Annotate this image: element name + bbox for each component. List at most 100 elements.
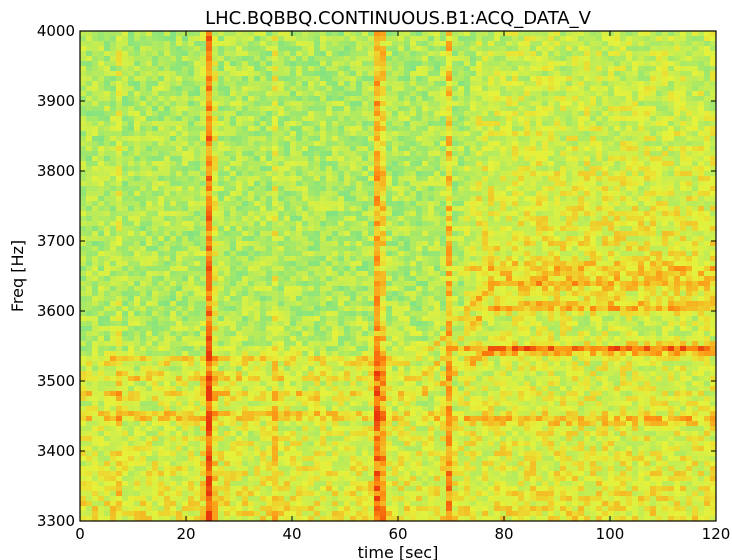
spectrogram-cell [290,206,297,212]
spectrogram-cell [164,406,171,412]
spectrogram-cell [170,316,177,322]
spectrogram-cell [212,216,219,222]
spectrogram-cell [284,516,291,521]
spectrogram-cell [368,516,375,521]
spectrogram-cell [176,466,183,472]
spectrogram-cell [314,101,321,107]
spectrogram-cell [110,91,117,97]
spectrogram-cell [164,431,171,437]
spectrogram-cell [284,51,291,57]
spectrogram-cell [158,261,165,267]
spectrogram-cell [338,356,345,362]
spectrogram-cell [110,256,117,262]
spectrogram-cell [158,511,165,517]
spectrogram-cell [128,266,135,272]
spectrogram-cell [188,456,195,462]
spectrogram-cell [80,176,87,182]
spectrogram-cell [158,341,165,347]
spectrogram-cell [332,416,339,422]
spectrogram-cell [116,186,123,192]
spectrogram-cell [326,426,333,432]
spectrogram-cell [272,416,279,422]
spectrogram-cell [128,381,135,387]
spectrogram-cell [170,146,177,152]
spectrogram-cell [308,61,315,67]
spectrogram-cell [200,481,207,487]
spectrogram-cell [236,436,243,442]
spectrogram-cell [230,96,237,102]
spectrogram-cell [122,226,129,232]
spectrogram-cell [320,31,327,37]
spectrogram-cell [356,396,363,402]
spectrogram-cell [140,321,147,327]
spectrogram-cell [356,281,363,287]
spectrogram-cell [170,411,177,417]
spectrogram-cell [170,516,177,521]
spectrogram-cell [326,136,333,142]
spectrogram-cell [212,31,219,37]
spectrogram-cell [164,506,171,512]
spectrogram-cell [134,486,141,492]
spectrogram-cell [266,431,273,437]
spectrogram-cell [182,386,189,392]
spectrogram-cell [296,366,303,372]
spectrogram-cell [164,71,171,77]
spectrogram-cell [158,191,165,197]
spectrogram-cell [296,96,303,102]
spectrogram-cell [218,501,225,507]
spectrogram-cell [170,106,177,112]
spectrogram-cell [380,136,387,142]
spectrogram-cell [242,81,249,87]
spectrogram-cell [338,316,345,322]
spectrogram-cell [374,501,381,507]
spectrogram-cell [92,161,99,167]
spectrogram-cell [206,276,213,282]
spectrogram-cell [344,326,351,332]
spectrogram-cell [284,191,291,197]
spectrogram-cell [80,481,87,487]
spectrogram-cell [146,61,153,67]
spectrogram-cell [122,366,129,372]
spectrogram-cell [254,491,261,497]
spectrogram-cell [122,446,129,452]
spectrogram-cell [212,226,219,232]
spectrogram-cell [254,76,261,82]
spectrogram-cell [188,486,195,492]
spectrogram-cell [338,336,345,342]
spectrogram-cell [92,286,99,292]
spectrogram-cell [296,461,303,467]
spectrogram-cell [218,301,225,307]
spectrogram-cell [344,46,351,52]
spectrogram-cell [188,426,195,432]
spectrogram-cell [146,426,153,432]
spectrogram-cell [338,396,345,402]
spectrogram-cell [110,506,117,512]
spectrogram-cell [182,366,189,372]
spectrogram-cell [278,106,285,112]
spectrogram-cell [218,86,225,92]
spectrogram-cell [368,356,375,362]
spectrogram-cell [254,191,261,197]
spectrogram-cell [86,381,93,387]
spectrogram-cell [158,316,165,322]
spectrogram-cell [380,241,387,247]
spectrogram-cell [224,41,231,47]
spectrogram-cell [344,391,351,397]
spectrogram-cell [140,436,147,442]
spectrogram-cell [344,396,351,402]
spectrogram-cell [368,86,375,92]
spectrogram-cell [200,396,207,402]
spectrogram-cell [86,161,93,167]
spectrogram-cell [350,86,357,92]
spectrogram-cell [110,386,117,392]
spectrogram-cell [212,211,219,217]
spectrogram-cell [350,266,357,272]
spectrogram-cell [230,381,237,387]
spectrogram-cell [194,71,201,77]
spectrogram-cell [344,206,351,212]
spectrogram-cell [194,316,201,322]
spectrogram-cell [188,436,195,442]
spectrogram-cell [86,236,93,242]
spectrogram-cell [194,321,201,327]
spectrogram-cell [296,321,303,327]
